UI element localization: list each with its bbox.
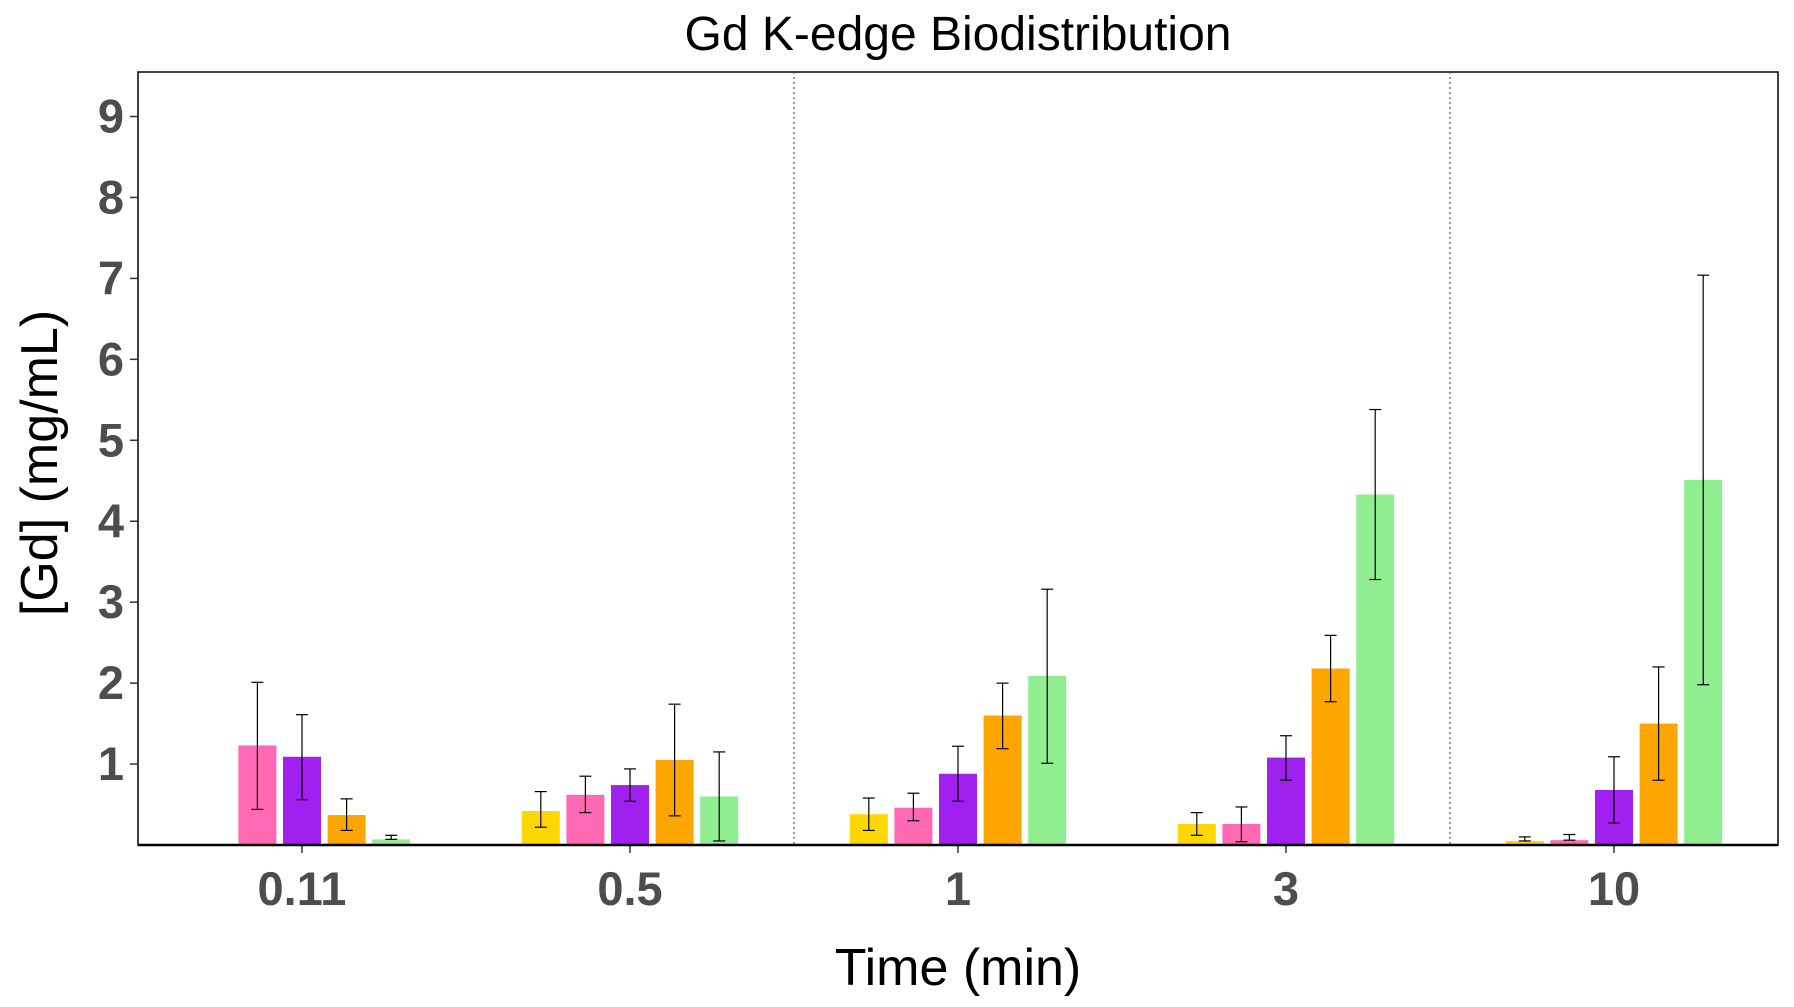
bar-s4-c0	[372, 839, 411, 845]
x-tick-label-3: 3	[1273, 862, 1299, 915]
bar-s0-c4	[1505, 840, 1544, 845]
x-tick-label-0: 0.11	[258, 862, 347, 915]
y-tick-label-0: 1	[98, 737, 124, 790]
y-tick-label-6: 7	[98, 251, 124, 304]
y-tick-label-8: 9	[98, 90, 124, 143]
x-tick-label-1: 0.5	[597, 862, 662, 915]
y-tick-label-2: 3	[98, 575, 124, 628]
y-tick-label-5: 6	[98, 332, 124, 385]
plot-area: 1 2 3 4 5 6 7 8 9 0.11 0.5 1 3 10	[98, 71, 1779, 915]
y-tick-label-7: 8	[98, 170, 124, 223]
plot-frame	[137, 71, 1779, 846]
chart-title: Gd K-edge Biodistribution	[685, 8, 1232, 61]
y-tick-label-4: 5	[98, 413, 124, 466]
bar-s1-c4	[1550, 840, 1589, 845]
y-tick-label-1: 2	[98, 656, 124, 709]
y-axis-label: [Gd] (mg/mL)	[11, 310, 69, 616]
x-tick-label-4: 10	[1588, 862, 1640, 915]
x-axis-label: Time (min)	[835, 939, 1082, 997]
y-tick-label-3: 4	[98, 494, 124, 547]
x-tick-label-2: 1	[945, 862, 971, 915]
